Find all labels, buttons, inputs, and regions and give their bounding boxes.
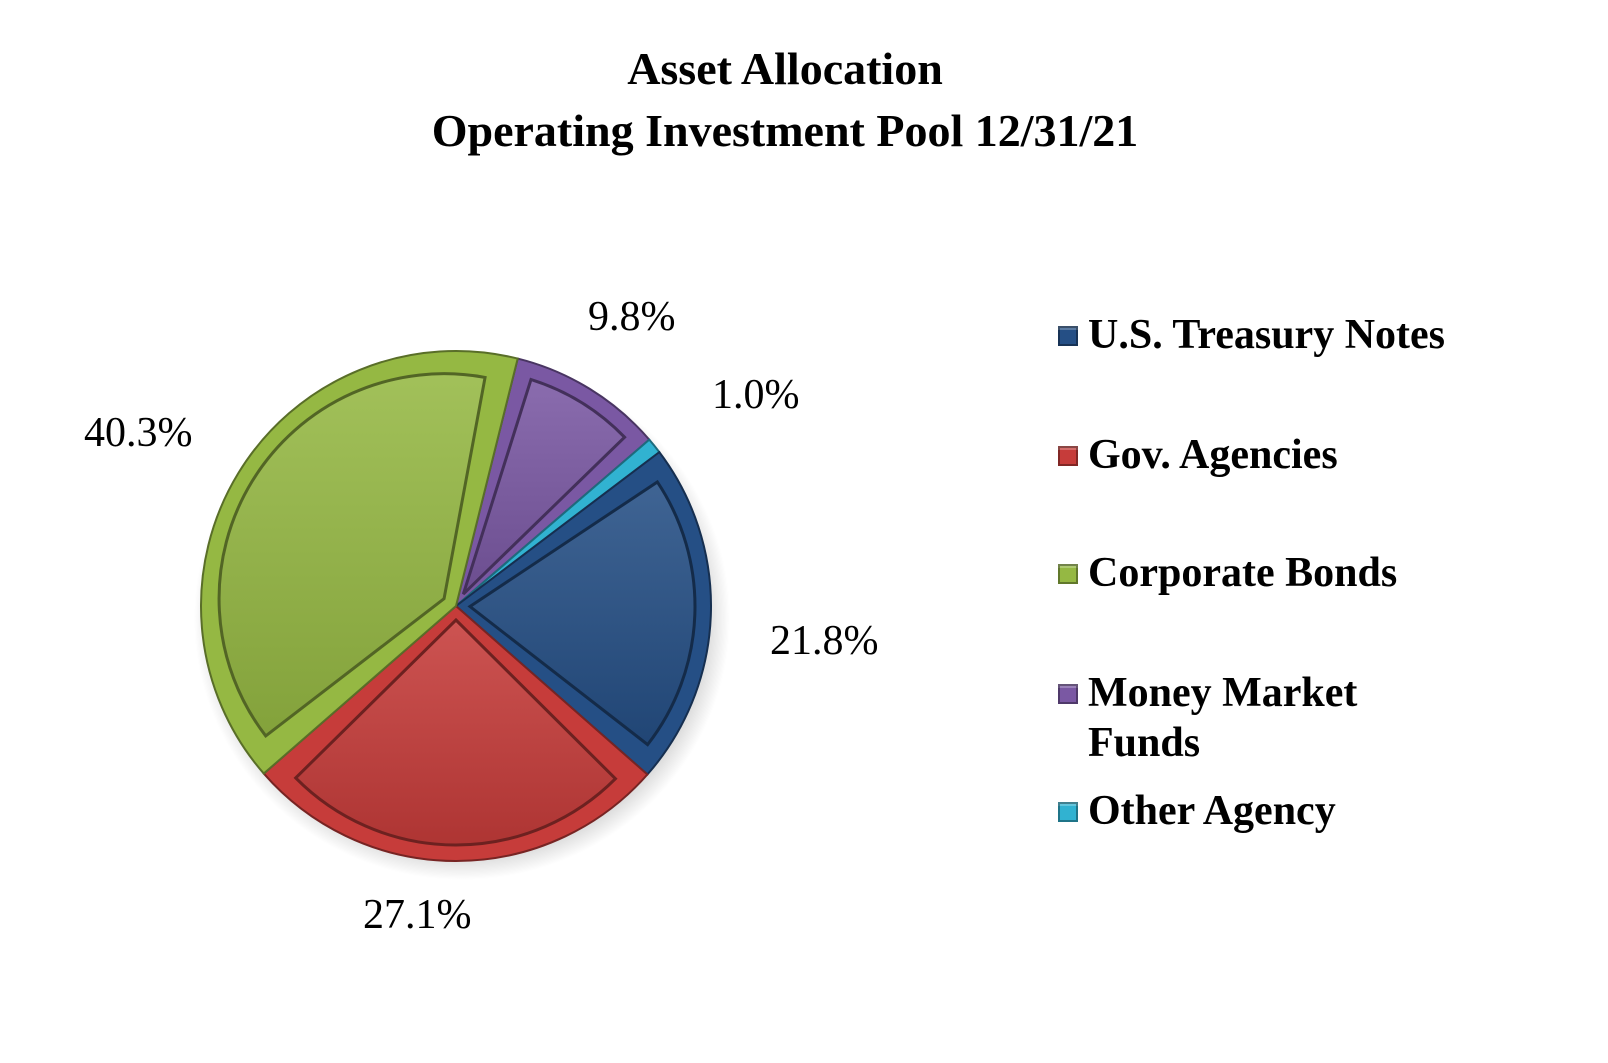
legend-swatch-icon <box>1058 802 1078 822</box>
label-treasury: 21.8% <box>770 618 879 664</box>
label-money-market: 9.8% <box>588 294 676 340</box>
chart-title-line2: Operating Investment Pool 12/31/21 <box>431 105 1139 156</box>
legend-item-treasury[interactable]: U.S. Treasury Notes <box>1058 310 1445 360</box>
legend-label: Gov. Agencies <box>1088 432 1338 478</box>
slice-treasury-bevel <box>467 479 697 747</box>
pie-slices <box>200 350 712 862</box>
slice-agencies-bevel <box>293 617 618 847</box>
legend-item-agencies[interactable]: Gov. Agencies <box>1058 430 1338 480</box>
legend-item-money-market[interactable]: Money Market Funds <box>1058 668 1357 768</box>
label-corporate: 40.3% <box>84 410 193 456</box>
slice-money-market-bevel <box>461 377 627 596</box>
legend-swatch-icon <box>1058 564 1078 584</box>
legend-label: Money Market <box>1088 670 1358 716</box>
legend-label: U.S. Treasury Notes <box>1088 312 1445 358</box>
legend-swatch-icon <box>1058 326 1078 346</box>
legend-swatch-icon <box>1058 684 1078 704</box>
legend-item-other-agency[interactable]: Other Agency <box>1058 786 1336 836</box>
label-other-agency: 1.0% <box>712 372 800 418</box>
legend-label-line2: Funds <box>1088 720 1201 766</box>
legend-item-corporate[interactable]: Corporate Bonds <box>1058 548 1397 598</box>
chart-title-line1: Asset Allocation <box>627 43 943 94</box>
legend-label: Other Agency <box>1088 788 1336 834</box>
label-agencies: 27.1% <box>363 892 472 938</box>
legend-label: Corporate Bonds <box>1088 550 1398 596</box>
legend-swatch-icon <box>1058 446 1078 466</box>
slice-corporate-bevel <box>217 372 487 739</box>
